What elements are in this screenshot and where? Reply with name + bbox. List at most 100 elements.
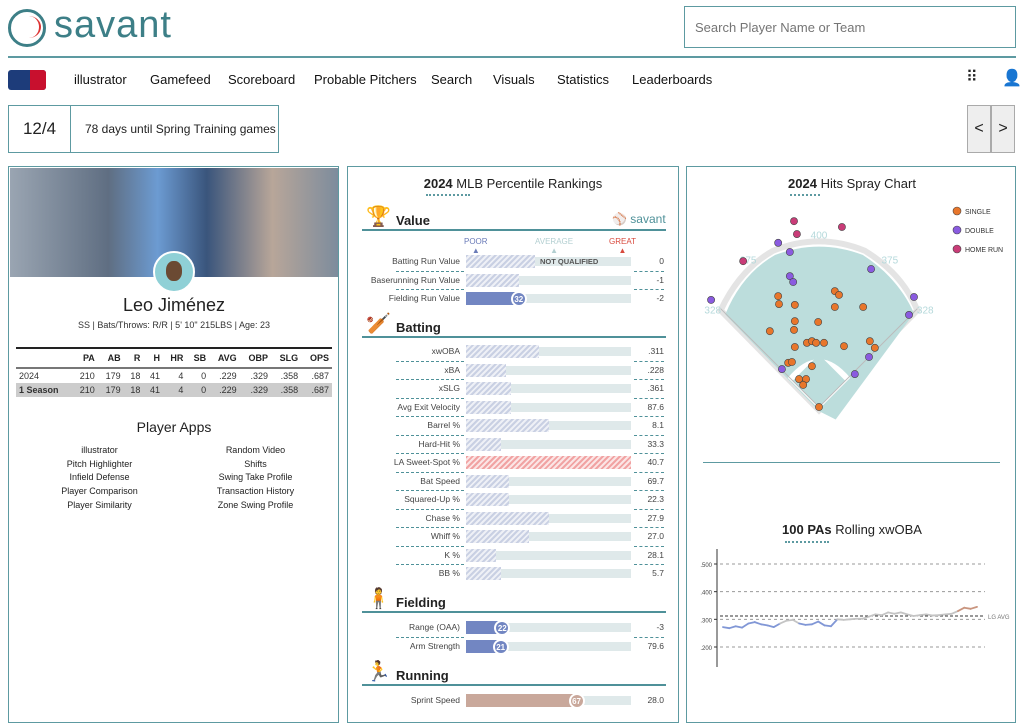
logo-text[interactable]: savant bbox=[54, 4, 172, 46]
percentile-row[interactable]: Sprint Speed 67 28.0 bbox=[348, 692, 678, 710]
percentile-track bbox=[466, 495, 631, 504]
metric-value: 27.9 bbox=[647, 512, 664, 523]
percentile-row[interactable]: K % 28.1 bbox=[348, 547, 678, 565]
metric-value: -2 bbox=[656, 293, 664, 303]
player-app-link[interactable]: illustrator bbox=[81, 445, 118, 455]
player-app-link[interactable]: Swing Take Profile bbox=[218, 472, 293, 483]
next-button[interactable]: > bbox=[991, 105, 1015, 153]
stats-row: 2024 210 179 18 41 4 0 .229 .329 .358 .687 bbox=[16, 368, 332, 383]
percentile-row[interactable]: Whiff % 27.0 bbox=[348, 528, 678, 546]
hit-point-double bbox=[785, 248, 794, 256]
stat-cell: 179 bbox=[105, 371, 121, 381]
percentile-row[interactable]: Batting Run Value NOT QUALIFIED 0 bbox=[348, 253, 678, 271]
fence-distance-label: 375 bbox=[740, 255, 757, 266]
percentile-row[interactable]: Barrel % 8.1 bbox=[348, 417, 678, 435]
row-divider bbox=[396, 508, 464, 510]
player-app-link[interactable]: Infield Defense bbox=[69, 472, 130, 483]
percentile-row[interactable]: Arm Strength 21 79.6 bbox=[348, 638, 678, 656]
hit-point-single bbox=[799, 381, 808, 389]
player-app-link[interactable]: Transaction History bbox=[216, 486, 295, 497]
percentile-track bbox=[466, 532, 631, 541]
percentile-bar bbox=[466, 437, 501, 451]
metric-value: .228 bbox=[647, 364, 664, 375]
rolling-line-segment bbox=[861, 615, 870, 620]
nav-scoreboard[interactable]: Scoreboard bbox=[228, 72, 296, 87]
metric-label: BB % bbox=[438, 568, 460, 578]
savant-ball-icon: ⚾ bbox=[612, 212, 627, 226]
percentile-row[interactable]: xwOBA .311 bbox=[348, 343, 678, 361]
percentile-row[interactable]: BB % 5.7 bbox=[348, 565, 678, 583]
rolling-xwoba-chart: .500 .400 .300 .200 LG AVG bbox=[700, 549, 1010, 667]
percentile-row[interactable]: LA Sweet-Spot % 40.7 bbox=[348, 454, 678, 472]
player-app-link[interactable]: Player Comparison bbox=[61, 486, 138, 497]
percentile-row[interactable]: Avg Exit Velocity 87.6 bbox=[348, 399, 678, 417]
percentile-row[interactable]: Fielding Run Value 32 -2 bbox=[348, 290, 678, 308]
search-input[interactable] bbox=[684, 6, 1016, 48]
nav-visuals[interactable]: Visuals bbox=[493, 72, 535, 87]
scale-great-label: GREAT bbox=[609, 237, 636, 246]
percentile-track bbox=[466, 569, 631, 578]
percentile-bar bbox=[466, 530, 529, 543]
scale-poor: POOR ▲ bbox=[464, 237, 488, 255]
rolling-line-segment bbox=[944, 612, 953, 616]
stat-cell: 2024 bbox=[19, 371, 40, 381]
stat-cell: 210 bbox=[71, 383, 98, 397]
metric-label: xSLG bbox=[438, 383, 460, 393]
nav-search[interactable]: Search bbox=[431, 72, 473, 87]
player-app-link[interactable]: Player Similarity bbox=[67, 499, 132, 510]
percentile-row[interactable]: Hard-Hit % 33.3 bbox=[348, 436, 678, 454]
percentile-row[interactable]: Range (OAA) 22 -3 bbox=[348, 619, 678, 637]
stat-cell: .229 bbox=[209, 383, 240, 397]
nav-gamefeed[interactable]: Gamefeed bbox=[150, 72, 211, 87]
percentile-row[interactable]: xBA .228 bbox=[348, 362, 678, 380]
percentile-row[interactable]: Bat Speed 69.7 bbox=[348, 473, 678, 491]
percentile-row[interactable]: Chase % 27.9 bbox=[348, 510, 678, 528]
row-divider bbox=[634, 360, 664, 362]
player-app-link[interactable]: Pitch Highlighter bbox=[66, 458, 133, 469]
mlb-logo-icon[interactable] bbox=[8, 70, 46, 90]
rolling-line-segment bbox=[842, 618, 851, 621]
rolling-line-segment bbox=[918, 613, 928, 617]
user-icon[interactable]: 👤 bbox=[1002, 70, 1022, 87]
nav-leaderboards[interactable]: Leaderboards bbox=[632, 72, 713, 87]
metric-label: xwOBA bbox=[431, 346, 460, 356]
percentile-row[interactable]: Baserunning Run Value -1 bbox=[348, 272, 678, 290]
hit-point-home-run bbox=[790, 217, 798, 226]
nav-illustrator[interactable]: illustrator bbox=[74, 72, 127, 87]
stat-cell: 4 bbox=[178, 371, 184, 381]
metric-value: 33.3 bbox=[647, 438, 664, 449]
nav-statistics[interactable]: Statistics bbox=[557, 72, 610, 87]
metric-label: Hard-Hit % bbox=[418, 438, 460, 449]
rolling-line-segment bbox=[753, 621, 762, 626]
percentile-row[interactable]: xSLG .361 bbox=[348, 380, 678, 398]
hit-point-single bbox=[815, 403, 823, 411]
player-app-link[interactable]: Zone Swing Profile bbox=[217, 499, 294, 510]
apps-right-column: Random Video Shifts Swing Take Profile Tran… bbox=[173, 444, 338, 513]
rolling-line-segment bbox=[912, 614, 921, 617]
section-running: 🏃 Running bbox=[362, 661, 666, 686]
nav-probable-pitchers[interactable]: Probable Pitchers bbox=[314, 72, 417, 87]
prev-button[interactable]: < bbox=[967, 105, 991, 153]
player-app-link[interactable]: Random Video bbox=[225, 445, 286, 455]
player-app-link[interactable]: Shifts bbox=[244, 458, 267, 469]
spray-title-text: Hits Spray Chart bbox=[820, 176, 916, 191]
savant-logo-icon[interactable] bbox=[8, 9, 46, 47]
apps-grid-icon[interactable]: ⠿ bbox=[966, 69, 978, 86]
metric-value: 8.1 bbox=[652, 420, 664, 430]
metric-label: Fielding Run Value bbox=[388, 293, 460, 303]
hit-point-single bbox=[870, 343, 879, 352]
row-divider bbox=[634, 636, 664, 638]
legend-marker bbox=[952, 225, 962, 235]
player-card: Leo Jiménez SS | Bats/Throws: R/R | 5' 1… bbox=[8, 166, 339, 723]
stat-cell: .687 bbox=[311, 371, 329, 381]
metric-value: 0 bbox=[659, 256, 664, 266]
row-divider bbox=[396, 416, 464, 417]
metric-value: 28.0 bbox=[647, 695, 664, 705]
rolling-line-segment bbox=[899, 611, 909, 616]
hit-point-single bbox=[790, 343, 799, 351]
metric-label: Squared-Up % bbox=[404, 494, 460, 504]
legend-label: SINGLE bbox=[965, 209, 991, 216]
apps-left-column: illustrator Pitch Highlighter Infield Defe… bbox=[17, 444, 182, 513]
legend-label: DOUBLE bbox=[965, 228, 994, 235]
percentile-row[interactable]: Squared-Up % 22.3 bbox=[348, 491, 678, 509]
